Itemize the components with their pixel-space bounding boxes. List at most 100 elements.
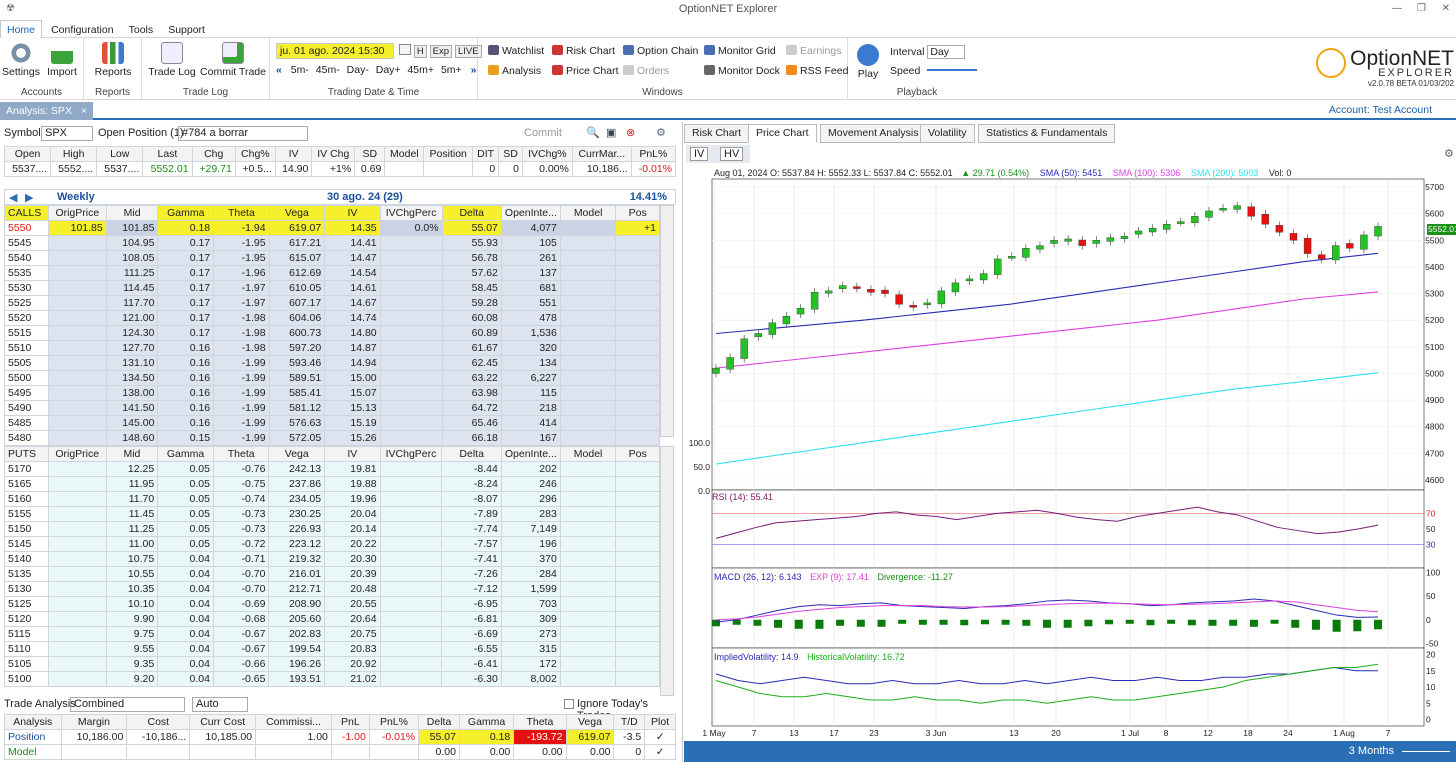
price-chart-button[interactable]: Price Chart <box>552 65 619 77</box>
tab-close-icon[interactable]: × <box>80 105 88 117</box>
price-chart-svg[interactable]: 1 May 7 13 17 23 3 Jun 13 20 1 Jul 8 12 18 24 1 Aug 7 5… <box>684 164 1456 740</box>
auto-select[interactable]: Auto <box>192 697 248 712</box>
calls-header[interactable]: Vega <box>268 205 326 221</box>
calls-header[interactable]: OpenInte... <box>500 205 561 221</box>
hv-toggle[interactable]: HV <box>720 147 744 161</box>
menu-home[interactable]: Home <box>0 20 43 39</box>
commit-trade-button[interactable]: Commit Trade <box>200 42 266 78</box>
calls-row[interactable]: 5550 101.85 101.85 0.18 -1.94 619.07 14.35 0.0%… <box>4 220 660 236</box>
calls-row[interactable]: 5485 145.00 0.16 -1.99 576.63 15.19 65.46 414 <box>4 415 660 431</box>
step-45m-minus[interactable]: 45m- <box>315 64 340 76</box>
calls-row[interactable]: 5495 138.00 0.16 -1.99 585.41 15.07 63.98 115 <box>4 385 660 401</box>
option-chain-button[interactable]: Option Chain <box>623 45 698 57</box>
puts-row[interactable]: 5125 10.10 0.04 -0.69 208.90 20.55 -6.95 703 <box>4 596 660 612</box>
commit-button[interactable]: Commit <box>524 127 562 139</box>
ignore-trades-checkbox[interactable] <box>564 699 574 709</box>
step-back-icon[interactable]: « <box>276 64 282 76</box>
puts-row[interactable]: 5110 9.55 0.04 -0.67 199.54 20.83 -6.55 315 <box>4 641 660 657</box>
ta-cell[interactable]: ✓ <box>644 744 676 760</box>
calls-header[interactable]: Theta <box>213 205 270 221</box>
reports-button[interactable]: Reports <box>92 42 134 78</box>
prev-expiry-icon[interactable]: ◀ <box>9 192 18 204</box>
calls-row[interactable]: 5480 148.60 0.15 -1.99 572.05 15.26 66.18 167 <box>4 430 660 446</box>
puts-row[interactable]: 5155 11.45 0.05 -0.73 230.25 20.04 -7.89 283 <box>4 506 660 522</box>
chart-tab[interactable]: Statistics & Fundamentals <box>978 124 1116 143</box>
calls-header[interactable]: OrigPrice <box>47 205 107 221</box>
puts-row[interactable]: 5130 10.35 0.04 -0.70 212.71 20.48 -7.12 1,599 <box>4 581 660 597</box>
zoom-icon[interactable]: 🔍 <box>586 127 600 139</box>
calls-row[interactable]: 5545 104.95 0.17 -1.95 617.21 14.41 55.93 105 <box>4 235 660 251</box>
menu-configuration[interactable]: Configuration <box>51 24 114 36</box>
menu-tools[interactable]: Tools <box>128 24 154 36</box>
import-button[interactable]: Import <box>42 42 82 78</box>
puts-header[interactable]: IVChgPerc <box>379 446 443 462</box>
calls-header[interactable]: IVChgPerc <box>379 205 443 221</box>
puts-header[interactable]: Mid <box>105 446 159 462</box>
position-select[interactable]: #784 a borrar <box>178 126 308 141</box>
menu-support[interactable]: Support <box>168 24 205 36</box>
chart-tab[interactable]: Movement Analysis <box>820 124 927 143</box>
settings-gear-icon[interactable]: ⚙ <box>656 127 666 139</box>
minimize-icon[interactable]: — <box>1392 3 1402 14</box>
calls-header[interactable]: CALLS <box>4 205 49 221</box>
puts-row[interactable]: 5160 11.70 0.05 -0.74 234.05 19.96 -8.07 296 <box>4 491 660 507</box>
calls-header[interactable]: Model <box>559 205 617 221</box>
speed-slider[interactable] <box>927 69 978 71</box>
risk-chart-button[interactable]: Risk Chart <box>552 45 615 57</box>
watchlist-button[interactable]: Watchlist <box>488 45 544 57</box>
puts-header[interactable]: Gamma <box>157 446 214 462</box>
calendar-icon[interactable] <box>398 44 411 55</box>
play-button[interactable]: Play <box>854 44 882 80</box>
puts-header[interactable]: Model <box>559 446 617 462</box>
puts-header[interactable]: OrigPrice <box>47 446 107 462</box>
chart-tab[interactable]: Price Chart <box>748 124 817 143</box>
iv-toggle[interactable]: IV <box>690 147 709 161</box>
puts-header[interactable]: IV <box>324 446 381 462</box>
range-label[interactable]: 3 Months <box>1348 745 1394 757</box>
puts-header[interactable]: PUTS <box>4 446 49 462</box>
monitor-grid-button[interactable]: Monitor Grid <box>704 45 776 57</box>
close-icon[interactable]: ✕ <box>1441 3 1450 14</box>
calls-row[interactable]: 5535 111.25 0.17 -1.96 612.69 14.54 57.62 137 <box>4 265 660 281</box>
calls-header[interactable]: Mid <box>105 205 159 221</box>
calls-header[interactable]: Pos <box>615 205 660 221</box>
symbol-select[interactable]: SPX <box>41 126 93 141</box>
hour-toggle[interactable]: H <box>413 45 427 58</box>
calls-row[interactable]: 5520 121.00 0.17 -1.98 604.06 14.74 60.08 478 <box>4 310 660 326</box>
chart-tab[interactable]: Risk Chart <box>684 124 750 143</box>
chart-settings-icon[interactable]: ⚙ <box>1444 148 1454 160</box>
puts-header[interactable]: Vega <box>268 446 326 462</box>
export-icon[interactable]: ▣ <box>606 127 617 139</box>
ta-row-position[interactable]: Position 10,186.00 -10,186... 10,185.00 1.00… <box>4 729 676 745</box>
range-slider[interactable] <box>1402 751 1450 752</box>
step-forward-icon[interactable]: » <box>470 64 477 76</box>
calls-row[interactable]: 5490 141.50 0.16 -1.99 581.12 15.13 64.72 218 <box>4 400 660 416</box>
rss-feed-button[interactable]: RSS Feed <box>786 65 848 77</box>
step-day-minus[interactable]: Day- <box>346 64 369 76</box>
calls-header[interactable]: Gamma <box>157 205 215 221</box>
restore-icon[interactable]: ❐ <box>1417 3 1426 14</box>
step-5m-minus[interactable]: 5m- <box>290 64 309 76</box>
step-day-plus[interactable]: Day+ <box>375 64 401 76</box>
calls-header[interactable]: Delta <box>441 205 502 221</box>
puts-row[interactable]: 5150 11.25 0.05 -0.73 226.93 20.14 -7.74 7,149 <box>4 521 660 537</box>
monitor-dock-button[interactable]: Monitor Dock <box>704 65 780 77</box>
puts-row[interactable]: 5115 9.75 0.04 -0.67 202.83 20.75 -6.69 273 <box>4 626 660 642</box>
calls-row[interactable]: 5525 117.70 0.17 -1.97 607.17 14.67 59.28 551 <box>4 295 660 311</box>
trade-log-button[interactable]: Trade Log <box>148 42 196 78</box>
puts-row[interactable]: 5170 12.25 0.05 -0.76 242.13 19.81 -8.44 202 <box>4 461 660 477</box>
trading-datetime-field[interactable]: ju. 01 ago. 2024 15:30 <box>276 43 394 59</box>
calls-row[interactable]: 5505 131.10 0.16 -1.99 593.46 14.94 62.45 134 <box>4 355 660 371</box>
calls-row[interactable]: 5515 124.30 0.17 -1.98 600.73 14.80 60.89 1,536 <box>4 325 660 341</box>
puts-header[interactable]: Pos <box>615 446 660 462</box>
earnings-button[interactable]: Earnings <box>786 45 841 57</box>
calls-row[interactable]: 5500 134.50 0.16 -1.99 589.51 15.00 63.22 6,227 <box>4 370 660 386</box>
chart-tab[interactable]: Volatility <box>920 124 975 143</box>
puts-header[interactable]: Delta <box>441 446 502 462</box>
calls-scrollbar[interactable] <box>660 205 674 437</box>
interval-select[interactable]: Day <box>927 45 966 59</box>
tab-analysis-spx[interactable]: Analysis: SPX × <box>0 102 94 120</box>
next-expiry-icon[interactable]: ▶ <box>25 192 34 204</box>
puts-header[interactable]: Theta <box>212 446 270 462</box>
calls-row[interactable]: 5510 127.70 0.16 -1.98 597.20 14.87 61.67 320 <box>4 340 660 356</box>
